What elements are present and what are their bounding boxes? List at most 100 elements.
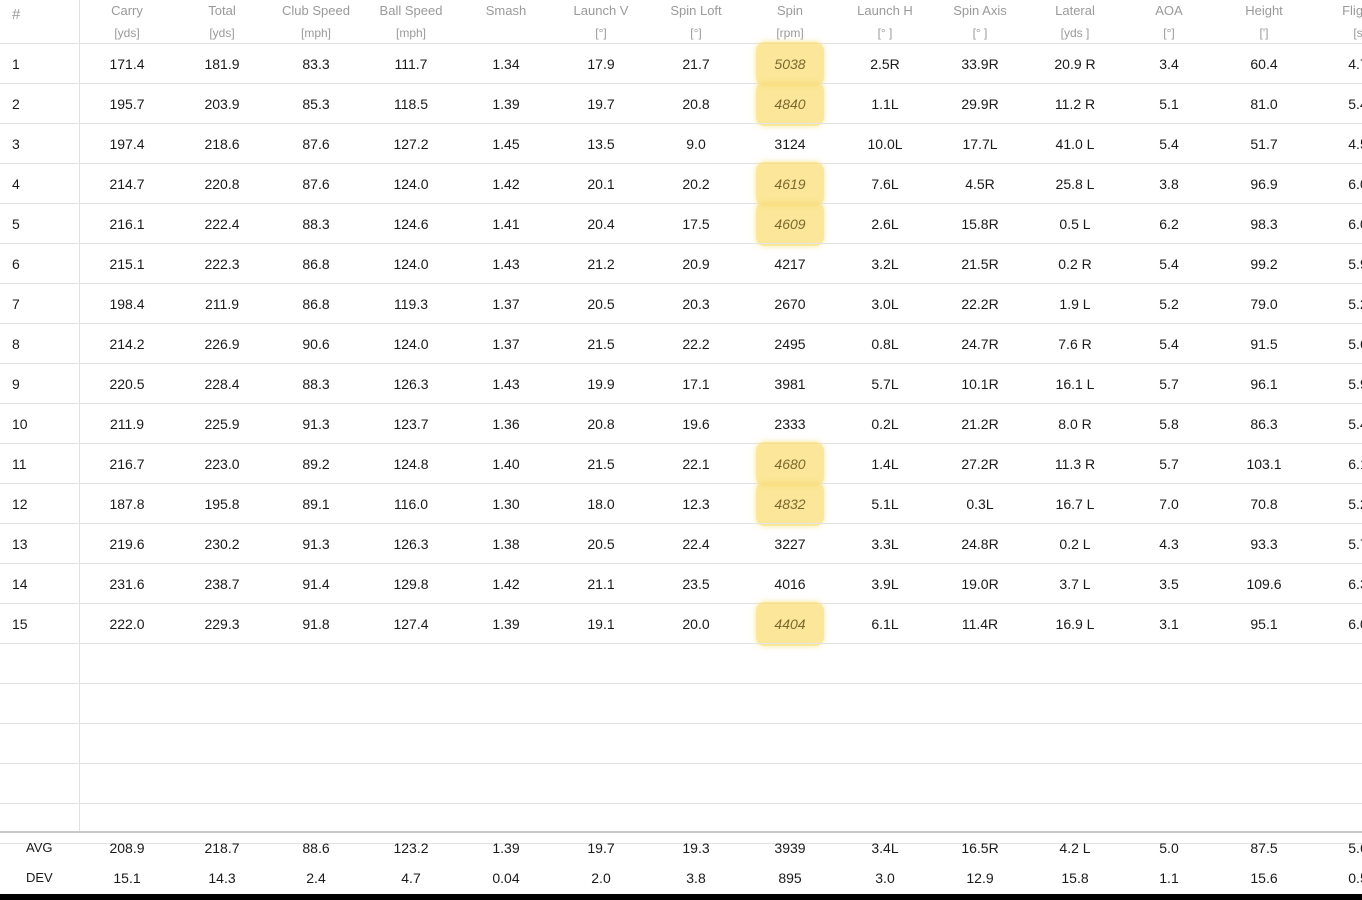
cell-ball-speed: 123.7 (393, 416, 429, 432)
cell-total: 226.9 (204, 336, 240, 352)
cell-lateral: 11.2 R (1054, 96, 1096, 112)
table-row[interactable]: 13 219.6 230.2 91.3 126.3 1.38 20.5 22.4 3227 3.3… (0, 524, 1362, 564)
column-header-12[interactable]: Height (1245, 3, 1283, 18)
column-header-6[interactable]: Spin Loft (670, 3, 722, 18)
cell-total: 220.8 (204, 176, 240, 192)
table-row[interactable]: 1 171.4 181.9 83.3 111.7 1.34 17.9 21.7 5038 2.5R… (0, 42, 1362, 86)
cell-spin-axis: 17.7L (962, 136, 998, 152)
column-header-10[interactable]: Lateral (1055, 3, 1095, 18)
table-row[interactable]: 10 211.9 225.9 91.3 123.7 1.36 20.8 19.6 2333 0.2… (0, 404, 1362, 444)
cell-launch-h: 2.6L (871, 216, 899, 232)
spin-highlight-marker (756, 42, 824, 86)
summary-cell-ball-speed: 4.7 (401, 870, 421, 886)
column-header-0[interactable]: Carry (111, 3, 143, 18)
cell-club-speed: 91.4 (302, 576, 330, 592)
table-row[interactable]: 5 216.1 222.4 88.3 124.6 1.41 20.4 17.5 4609 2.6L… (0, 202, 1362, 246)
cell-lateral: 16.9 L (1055, 616, 1095, 632)
column-unit-12: ['] (1259, 26, 1269, 40)
cell-club-speed: 91.8 (302, 616, 330, 632)
column-header-13[interactable]: Flight (1342, 3, 1362, 18)
row-divider (0, 483, 1362, 484)
column-unit-1: [yds] (209, 26, 235, 40)
cell-carry: 171.4 (109, 56, 145, 72)
cell-carry: 214.7 (109, 176, 145, 192)
column-header-4[interactable]: Smash (485, 3, 527, 18)
table-row[interactable]: 2 195.7 203.9 85.3 118.5 1.39 19.7 20.8 4840 1.1L… (0, 82, 1362, 126)
row-divider (0, 843, 1362, 844)
cell-ball-speed: 126.3 (393, 376, 429, 392)
column-header-8[interactable]: Launch H (857, 3, 913, 18)
cell-spin-axis: 21.2R (961, 416, 999, 432)
column-header-3[interactable]: Ball Speed (379, 3, 443, 18)
cell-lateral: 3.7 L (1059, 576, 1091, 592)
table-row[interactable]: 9 220.5 228.4 88.3 126.3 1.43 19.9 17.1 3981 5.7L… (0, 364, 1362, 404)
column-header-7[interactable]: Spin (776, 3, 804, 18)
table-row[interactable]: 15 222.0 229.3 91.8 127.4 1.39 19.1 20.0 4404 6.1… (0, 602, 1362, 646)
row-index: 13 (12, 536, 28, 552)
cell-ball-speed: 124.8 (393, 456, 429, 472)
column-header-9[interactable]: Spin Axis (953, 3, 1007, 18)
cell-lateral: 20.9 R (1054, 56, 1096, 72)
table-row[interactable]: 4 214.7 220.8 87.6 124.0 1.42 20.1 20.2 4619 7.6L… (0, 162, 1362, 206)
cell-total: 230.2 (204, 536, 240, 552)
spin-highlight-marker (756, 202, 824, 246)
row-divider (0, 403, 1362, 404)
cell-spin-loft: 9.0 (686, 136, 706, 152)
cell-smash: 1.39 (492, 616, 520, 632)
cell-spin-axis: 27.2R (961, 456, 999, 472)
table-row[interactable]: 11 216.7 223.0 89.2 124.8 1.40 21.5 22.1 4680 1.4… (0, 442, 1362, 486)
cell-aoa: 3.8 (1159, 176, 1179, 192)
cell-launch-h: 3.0L (871, 296, 899, 312)
summary-label: AVG (26, 840, 53, 855)
table-row[interactable]: 7 198.4 211.9 86.8 119.3 1.37 20.5 20.3 2670 3.0L… (0, 284, 1362, 324)
cell-aoa: 5.7 (1159, 376, 1179, 392)
summary-cell-spin-loft: 19.3 (682, 840, 710, 856)
cell-smash: 1.45 (492, 136, 520, 152)
cell-smash: 1.38 (492, 536, 520, 552)
cell-smash: 1.42 (492, 176, 520, 192)
cell-club-speed: 90.6 (302, 336, 330, 352)
column-header-2[interactable]: Club Speed (282, 3, 350, 18)
cell-aoa: 3.5 (1159, 576, 1179, 592)
table-row[interactable]: 12 187.8 195.8 89.1 116.0 1.30 18.0 12.3 4832 5.1… (0, 482, 1362, 526)
cell-spin: 5038 (774, 56, 806, 72)
column-unit-9: [° ] (972, 26, 988, 40)
cell-spin: 2495 (774, 336, 806, 352)
cell-spin-loft: 19.6 (682, 416, 710, 432)
table-row[interactable]: 6 215.1 222.3 86.8 124.0 1.43 21.2 20.9 4217 3.2L… (0, 244, 1362, 284)
column-header-5[interactable]: Launch V (573, 3, 629, 18)
table-row[interactable]: 14 231.6 238.7 91.4 129.8 1.42 21.1 23.5 4016 3.9… (0, 564, 1362, 604)
column-header-11[interactable]: AOA (1155, 3, 1183, 18)
cell-launch-v: 21.5 (587, 336, 615, 352)
table-row[interactable]: 3 197.4 218.6 87.6 127.2 1.45 13.5 9.0 3124 10.0L… (0, 124, 1362, 164)
cell-launch-v: 13.5 (587, 136, 615, 152)
cell-carry: 214.2 (109, 336, 145, 352)
cell-total: 211.9 (205, 296, 239, 312)
cell-lateral: 8.0 R (1058, 416, 1092, 432)
cell-smash: 1.39 (492, 96, 520, 112)
row-index: 9 (12, 376, 20, 392)
column-unit-5: [°] (595, 26, 607, 40)
summary-row-avg: AVG 208.9 218.7 88.6 123.2 1.39 19.7 19.3 3939 3.… (0, 833, 1362, 863)
cell-spin: 4217 (774, 256, 806, 272)
cell-launch-h: 10.0L (867, 136, 903, 152)
row-index: 10 (12, 416, 28, 432)
summary-cell-spin-loft: 3.8 (686, 870, 706, 886)
table-row[interactable]: 8 214.2 226.9 90.6 124.0 1.37 21.5 22.2 2495 0.8L… (0, 324, 1362, 364)
row-divider (0, 523, 1362, 524)
cell-launch-v: 19.9 (587, 376, 615, 392)
cell-spin-loft: 12.3 (682, 496, 710, 512)
summary-cell-club-speed: 88.6 (302, 840, 330, 856)
row-divider (0, 243, 1362, 244)
cell-height: 51.7 (1250, 136, 1278, 152)
cell-aoa: 5.1 (1159, 96, 1179, 112)
cell-smash: 1.43 (492, 256, 520, 272)
row-divider (0, 683, 1362, 684)
cell-flight: 6.1 (1348, 456, 1362, 472)
summary-cell-smash: 0.04 (492, 870, 520, 886)
cell-height: 91.5 (1250, 336, 1278, 352)
cell-smash: 1.40 (492, 456, 520, 472)
summary-cell-launch-v: 19.7 (587, 840, 615, 856)
column-header-1[interactable]: Total (208, 3, 236, 18)
